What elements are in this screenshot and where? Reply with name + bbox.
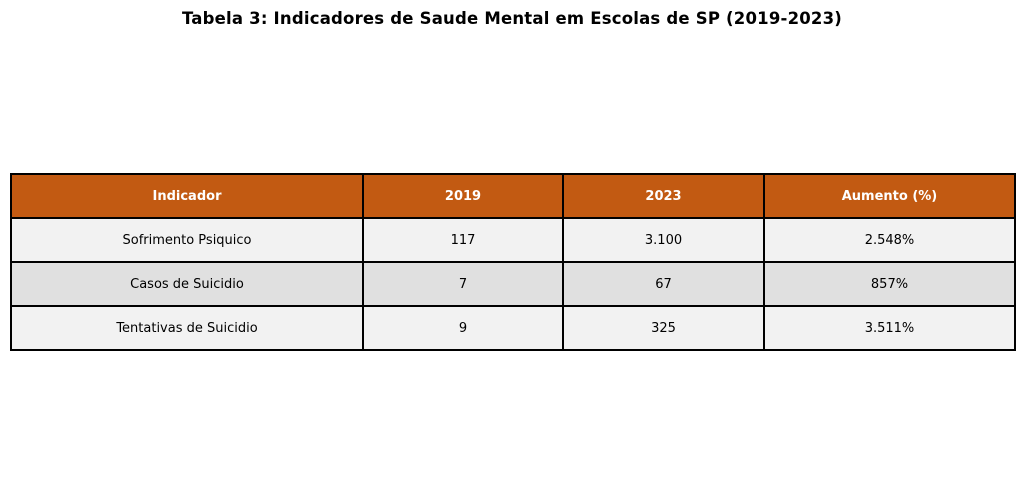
table-row-tentativas-de-suicidio: Tentativas de Suicidio 9 325 3.511% — [10, 305, 1016, 351]
cell-aumento-value: 857% — [763, 261, 1016, 307]
table-row-casos-de-suicidio: Casos de Suicidio 7 67 857% — [10, 261, 1016, 307]
cell-2023-value: 325 — [562, 305, 765, 351]
table-row-sofrimento-psiquico: Sofrimento Psiquico 117 3.100 2.548% — [10, 217, 1016, 263]
cell-indicador: Sofrimento Psiquico — [10, 217, 364, 263]
cell-indicador: Casos de Suicidio — [10, 261, 364, 307]
indicators-table: Indicador 2019 2023 Aumento (%) Sofrimen… — [10, 173, 1016, 351]
column-header-indicador: Indicador — [10, 173, 364, 219]
cell-2023-value: 67 — [562, 261, 765, 307]
cell-2019-value: 9 — [362, 305, 564, 351]
cell-2019-value: 117 — [362, 217, 564, 263]
cell-2019-value: 7 — [362, 261, 564, 307]
cell-aumento-value: 3.511% — [763, 305, 1016, 351]
column-header-2023: 2023 — [562, 173, 765, 219]
cell-indicador: Tentativas de Suicidio — [10, 305, 364, 351]
column-header-aumento: Aumento (%) — [763, 173, 1016, 219]
column-header-2019: 2019 — [362, 173, 564, 219]
cell-aumento-value: 2.548% — [763, 217, 1016, 263]
table-header-row: Indicador 2019 2023 Aumento (%) — [10, 173, 1016, 219]
cell-2023-value: 3.100 — [562, 217, 765, 263]
table-title: Tabela 3: Indicadores de Saude Mental em… — [181, 9, 843, 28]
